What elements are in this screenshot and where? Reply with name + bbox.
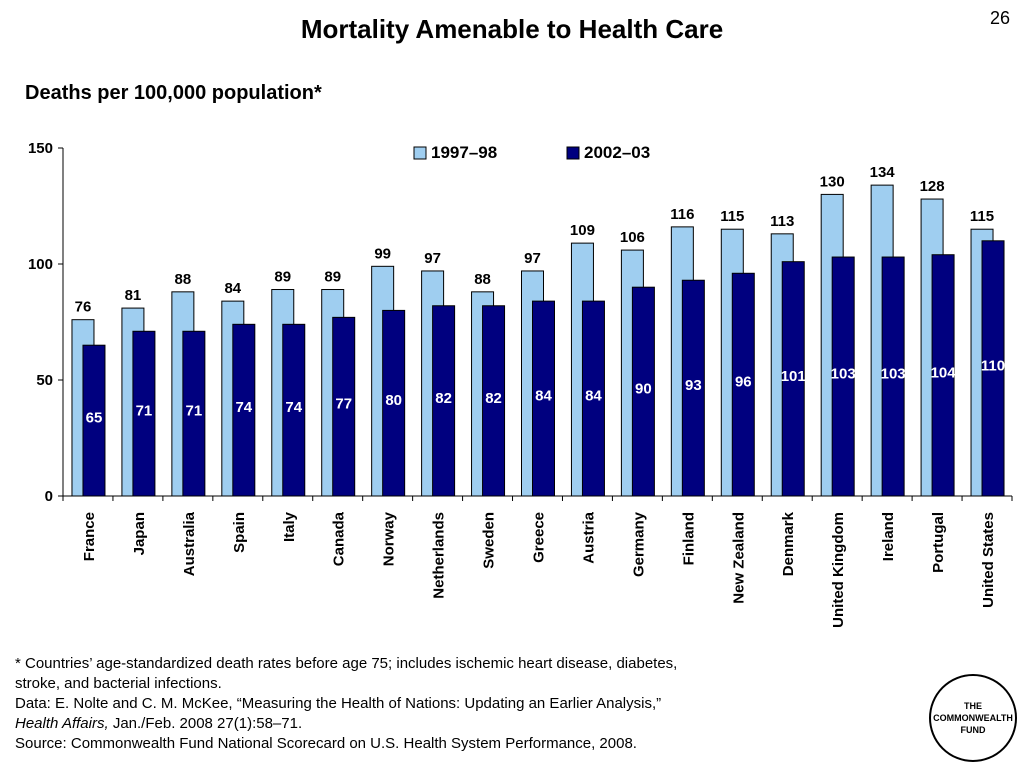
data-label-2002-03: 103 xyxy=(831,366,856,383)
bar-2002-03 xyxy=(382,309,406,497)
data-label-2002-03: 84 xyxy=(535,388,552,405)
citation-details: Jan./Feb. 2008 27(1):58–71. xyxy=(108,715,303,732)
data-label-1997-98: 84 xyxy=(224,280,241,297)
bar-2002-03 xyxy=(981,240,1005,497)
data-label-1997-98: 115 xyxy=(970,208,994,225)
legend-label-2002-03: 2002–03 xyxy=(584,143,650,162)
x-category-label: Greece xyxy=(531,512,548,563)
data-label-2002-03: 84 xyxy=(585,388,602,405)
footnote-line: stroke, and bacterial infections. xyxy=(15,675,222,692)
data-label-2002-03: 90 xyxy=(635,381,652,398)
data-label-1997-98: 134 xyxy=(870,164,896,181)
bar-2002-03 xyxy=(532,300,555,497)
bar-2002-03 xyxy=(881,256,905,497)
data-label-2002-03: 82 xyxy=(435,390,452,407)
logo-text: THE COMMONWEALTH FUND xyxy=(933,701,1013,735)
bar-2002-03 xyxy=(681,279,705,497)
x-category-label: New Zealand xyxy=(730,512,747,604)
bar-2002-03 xyxy=(781,261,805,497)
y-tick-label: 150 xyxy=(28,140,53,157)
data-label-2002-03: 110 xyxy=(981,357,1005,374)
bar-2002-03 xyxy=(432,305,456,497)
x-category-label: Austria xyxy=(580,511,597,563)
data-label-1997-98: 76 xyxy=(75,299,92,316)
slide-number: 26 xyxy=(989,8,1010,28)
bar-2002-03 xyxy=(581,300,605,497)
x-category-label: Finland xyxy=(680,512,697,565)
x-category-label: France xyxy=(81,512,98,561)
bar-2002-03 xyxy=(931,254,955,497)
x-category-label: Australia xyxy=(181,511,198,576)
bar-2002-03 xyxy=(132,330,156,497)
data-label-1997-98: 113 xyxy=(770,213,794,230)
data-label-1997-98: 88 xyxy=(175,271,192,288)
bar-2002-03 xyxy=(482,305,506,497)
data-label-2002-03: 80 xyxy=(385,392,402,409)
data-label-1997-98: 97 xyxy=(424,250,441,267)
journal-name: Health Affairs, xyxy=(15,715,109,732)
data-label-1997-98: 97 xyxy=(524,250,541,267)
data-label-2002-03: 65 xyxy=(86,410,103,427)
bar-2002-03 xyxy=(232,323,256,497)
bar-2002-03 xyxy=(82,344,106,497)
x-category-label: Japan xyxy=(131,512,148,555)
x-category-label: Netherlands xyxy=(431,512,448,599)
data-label-2002-03: 71 xyxy=(136,403,153,420)
data-label-1997-98: 88 xyxy=(474,271,491,288)
footnote-line: Source: Commonwealth Fund National Score… xyxy=(15,735,637,752)
data-label-1997-98: 81 xyxy=(125,287,142,304)
x-category-label: United States xyxy=(980,512,997,608)
y-tick-label: 0 xyxy=(45,488,53,505)
bar-2002-03 xyxy=(731,272,755,497)
footnote-line: Data: E. Nolte and C. M. McKee, “Measuri… xyxy=(15,695,662,712)
x-category-label: Germany xyxy=(630,511,647,577)
legend-swatch-2002-03 xyxy=(566,146,580,160)
data-label-2002-03: 82 xyxy=(485,390,502,407)
x-category-label: Sweden xyxy=(481,512,498,569)
legend-swatch-1997-98 xyxy=(413,146,427,160)
x-category-label: Italy xyxy=(281,511,298,542)
data-label-2002-03: 103 xyxy=(881,366,906,383)
commonwealth-fund-logo: THE COMMONWEALTH FUND xyxy=(929,674,1017,762)
data-label-1997-98: 89 xyxy=(324,269,341,286)
bar-2002-03 xyxy=(282,323,306,497)
data-label-2002-03: 96 xyxy=(735,374,752,391)
bar-2002-03 xyxy=(831,256,855,497)
x-category-label: Norway xyxy=(381,511,398,566)
bar-2002-03 xyxy=(631,286,655,497)
chart-subtitle: Deaths per 100,000 population* xyxy=(25,82,322,104)
footnote-line: Health Affairs, Jan./Feb. 2008 27(1):58–… xyxy=(15,714,815,734)
y-tick-label: 100 xyxy=(28,256,53,273)
data-label-1997-98: 128 xyxy=(920,178,945,195)
bar-chart: 0 50 100 150 76 65 France 81 71 Japan 88 71 Australi… xyxy=(28,140,1013,628)
x-category-label: Spain xyxy=(231,512,248,553)
data-label-1997-98: 89 xyxy=(274,269,291,286)
y-tick-label: 50 xyxy=(36,372,53,389)
data-label-1997-98: 115 xyxy=(720,208,744,225)
x-category-label: Ireland xyxy=(880,512,897,561)
data-label-1997-98: 99 xyxy=(374,245,391,262)
data-label-2002-03: 74 xyxy=(235,399,252,416)
x-category-label: Portugal xyxy=(930,512,947,573)
data-label-2002-03: 77 xyxy=(335,396,352,413)
data-label-2002-03: 104 xyxy=(931,364,957,381)
bar-2002-03 xyxy=(182,330,206,497)
data-label-2002-03: 101 xyxy=(781,368,806,385)
footnote: * Countries’ age-standardized death rate… xyxy=(15,654,815,754)
data-label-1997-98: 130 xyxy=(820,173,845,190)
data-label-2002-03: 71 xyxy=(186,403,203,420)
legend-label-1997-98: 1997–98 xyxy=(431,143,497,162)
data-label-1997-98: 106 xyxy=(620,229,645,246)
bar-2002-03 xyxy=(332,316,356,497)
x-category-label: Canada xyxy=(331,511,348,566)
data-label-1997-98: 116 xyxy=(670,206,694,223)
x-category-label: United Kingdom xyxy=(830,512,847,628)
page-title: Mortality Amenable to Health Care xyxy=(300,14,724,44)
data-label-2002-03: 93 xyxy=(685,377,702,394)
footnote-line: * Countries’ age-standardized death rate… xyxy=(15,655,678,672)
data-label-2002-03: 74 xyxy=(285,399,302,416)
x-category-label: Denmark xyxy=(780,511,797,576)
data-label-1997-98: 109 xyxy=(570,222,595,239)
